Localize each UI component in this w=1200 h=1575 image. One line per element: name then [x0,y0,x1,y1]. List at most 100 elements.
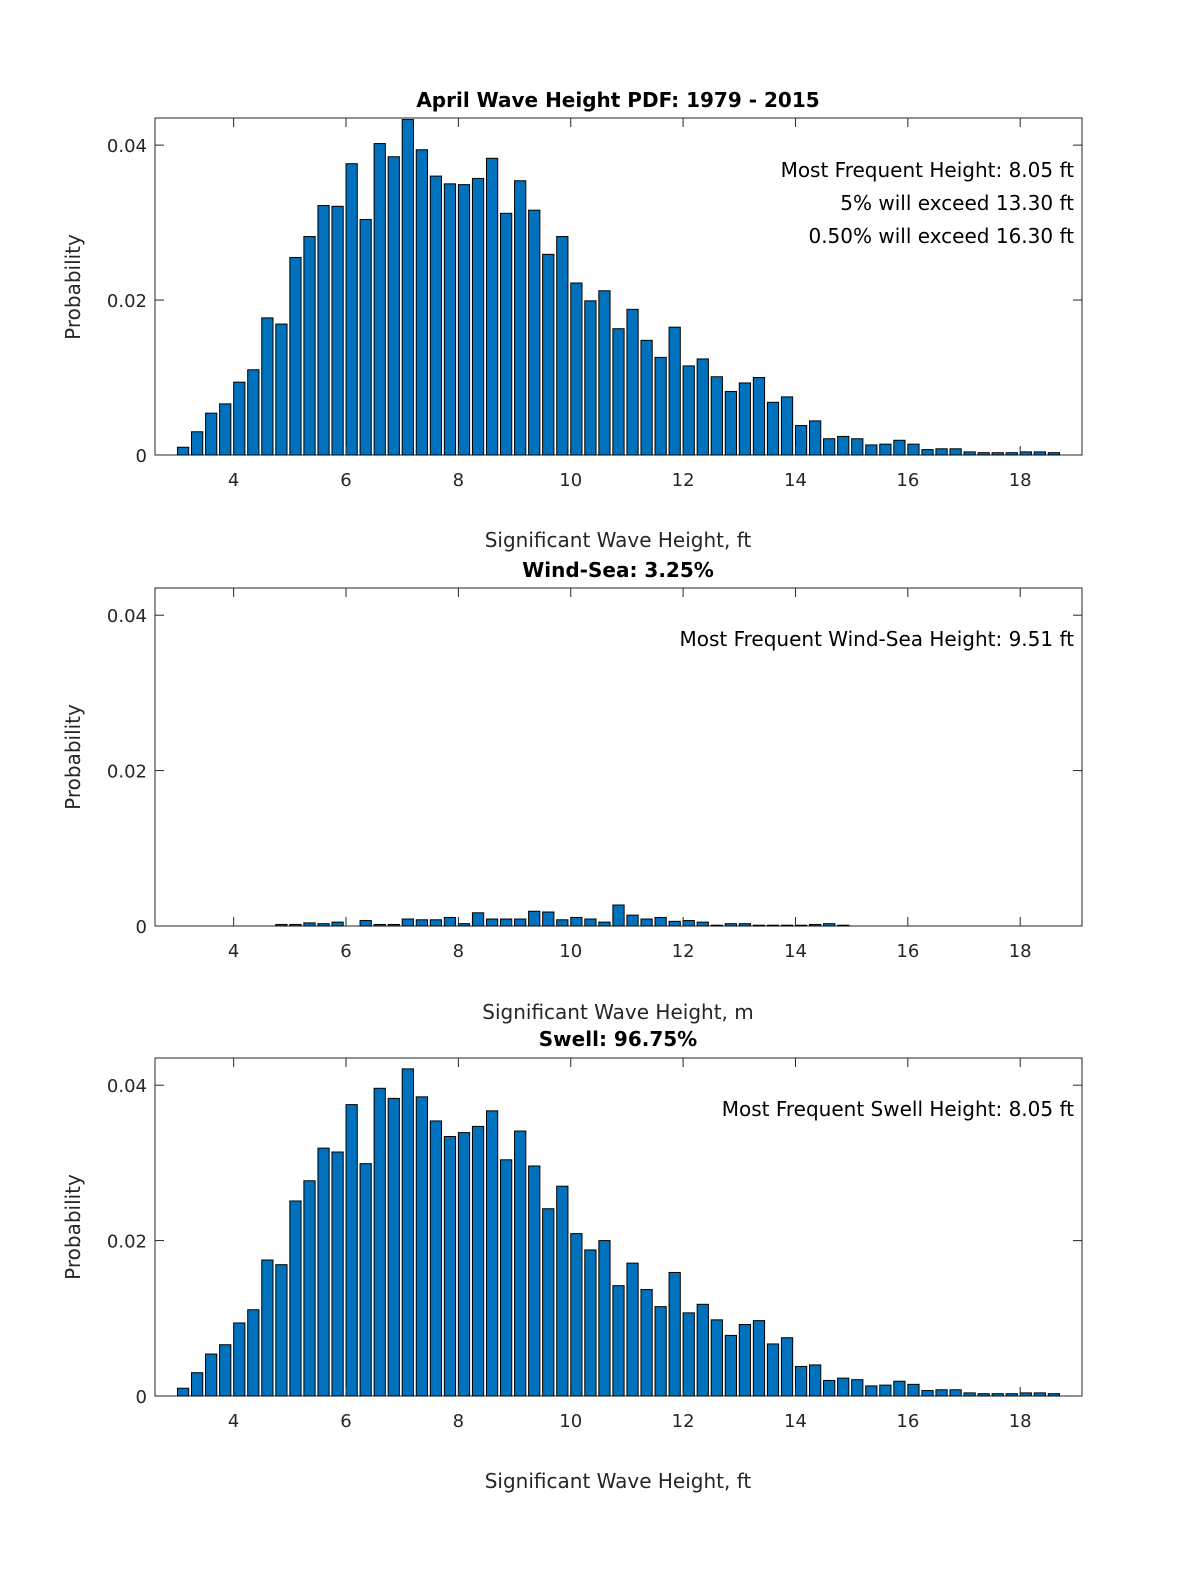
total-bar [724,390,737,456]
wind-sea-x-tick-label: 14 [784,941,807,962]
swell-bar [837,1377,850,1397]
swell-bar [809,1364,822,1397]
swell-bar [514,1130,527,1397]
swell-bar [907,1383,920,1397]
total-x-tick-label: 14 [784,470,807,491]
swell-y-axis-label: Probability [61,1174,85,1280]
total-x-tick-label: 8 [453,470,464,491]
swell-bar [724,1334,737,1397]
swell-bar [429,1120,443,1397]
swell-bar [289,1200,302,1397]
swell-y-tick-label: 0 [136,1387,147,1408]
wind-sea-y-tick-label: 0.02 [107,762,147,783]
swell-bar [640,1289,653,1397]
wind-sea-x-axis-label: Significant Wave Height, m [482,1000,753,1024]
wind-sea-panel: 4 6 8 10 12 14 16 18 0 0.02 0.04 Wind-Sea: 3.25% S… [61,558,1083,1024]
wind-sea-bar [275,923,288,927]
swell-bar [598,1240,611,1397]
total-bar [991,452,1004,456]
most-frequent-wind-sea-annotation: Most Frequent Wind-Sea Height: 9.51 ft [679,627,1074,651]
swell-bar [401,1068,414,1397]
total-bar [191,431,204,456]
total-bar [556,236,569,456]
swell-chart-title: Swell: 96.75% [539,1027,697,1051]
wind-sea-bar [373,923,386,927]
swell-bar [233,1322,246,1397]
wind-sea-bar [556,919,569,927]
total-bar [794,425,808,456]
wind-sea-bar [303,922,316,927]
total-bar [584,300,597,456]
swell-x-tick-label: 10 [559,1411,582,1432]
wind-sea-x-tick-label: 10 [559,941,582,962]
swell-bar [542,1208,555,1397]
total-x-tick-label: 6 [340,470,351,491]
total-x-tick-label: 10 [559,470,582,491]
swell-bar [654,1306,667,1397]
total-x-tick-label: 4 [228,470,239,491]
most-frequent-swell-annotation: Most Frequent Swell Height: 8.05 ft [722,1097,1074,1121]
swell-bar [528,1165,541,1397]
exceed-0-5pct-annotation: 0.50% will exceed 16.30 ft [808,224,1074,248]
swell-bar [219,1344,232,1397]
swell-bar [935,1389,948,1397]
swell-y-tick-label: 0.04 [107,1076,147,1097]
total-bar [654,356,667,456]
swell-bar [415,1096,428,1397]
swell-ticks: 4 6 8 10 12 14 16 18 0 0.02 0.04 [107,1058,1082,1432]
swell-x-tick-label: 6 [340,1411,351,1432]
swell-bar [1047,1393,1061,1397]
total-bar [205,412,218,456]
total-bar [837,435,850,456]
total-bar [233,381,246,456]
total-bar [696,358,709,456]
swell-bar [247,1309,260,1397]
swell-bar [794,1365,808,1397]
wind-sea-bar [485,918,499,927]
swell-bar [780,1337,794,1397]
wind-sea-bar [780,924,794,927]
wind-sea-chart-title: Wind-Sea: 3.25% [522,558,714,582]
total-bar [542,253,555,456]
swell-bar [991,1393,1004,1397]
total-y-tick-label: 0.02 [107,291,147,312]
swell-x-axis-label: Significant Wave Height, ft [485,1469,752,1493]
total-bar [935,448,948,456]
swell-bar [851,1379,864,1397]
total-bar [570,282,583,456]
total-y-axis-label: Probability [61,234,85,340]
total-bar [176,446,190,456]
total-bar [809,420,822,456]
total-bar [851,438,864,456]
total-bar [865,444,878,456]
total-bar [247,369,260,456]
swell-x-tick-label: 4 [228,1411,239,1432]
swell-x-tick-label: 18 [1009,1411,1032,1432]
total-bar [780,396,794,456]
wind-sea-bar [794,924,808,927]
wind-sea-bar [584,918,597,927]
total-bar [738,382,752,456]
total-pdf-panel: 4 6 8 10 12 14 16 18 0 0.02 0.04 April Wave Height… [61,88,1083,552]
wind-sea-bar [640,918,653,927]
total-bar [261,317,274,456]
total-bar [879,443,892,456]
wind-sea-bar [837,924,850,927]
wind-sea-bar [612,904,625,927]
swell-bar [893,1380,906,1397]
total-bar [289,256,302,456]
swell-bar [345,1104,358,1397]
wind-sea-bar [387,923,400,927]
swell-bar [317,1147,330,1397]
total-bar [907,443,920,456]
swell-bar [682,1312,695,1397]
wind-sea-bar [696,921,709,927]
total-bar [977,452,990,456]
swell-bar [766,1343,780,1397]
total-bar [373,143,386,456]
wind-sea-y-axis-label: Probability [61,704,85,810]
wind-sea-bar [823,923,836,927]
swell-bar [387,1097,400,1397]
total-bar [345,163,358,456]
